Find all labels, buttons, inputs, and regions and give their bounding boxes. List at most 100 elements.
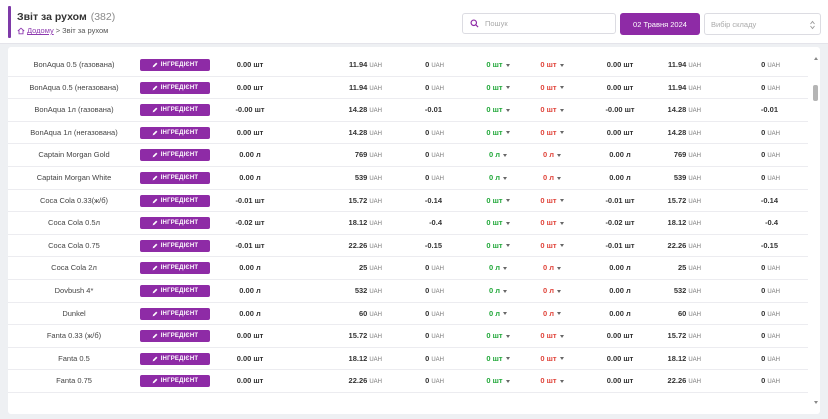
warehouse-select-placeholder: Вибір складу — [711, 19, 757, 29]
ingredient-badge-button[interactable]: ІНГРЕДІЄНТ — [140, 375, 210, 388]
outgoing-dropdown[interactable]: 0 л — [522, 303, 582, 325]
outgoing-dropdown[interactable]: 0 л — [522, 144, 582, 166]
start-price: 60 UAH — [312, 303, 382, 325]
start-quantity: 0.00 л — [239, 173, 261, 182]
incoming-dropdown[interactable]: 0 шт — [468, 348, 528, 370]
ingredient-badge-button[interactable]: ІНГРЕДІЄНТ — [140, 172, 210, 184]
outgoing-dropdown[interactable]: 0 шт — [522, 348, 582, 370]
outgoing-dropdown[interactable]: 0 шт — [522, 122, 582, 144]
product-name: Coca Cola 2л — [51, 263, 97, 273]
incoming-value: 0 шт — [486, 105, 503, 115]
start-sum: 0 UAH — [394, 54, 444, 76]
scroll-up-icon[interactable] — [814, 57, 818, 60]
incoming-dropdown[interactable]: 0 шт — [468, 122, 528, 144]
caret-down-icon — [505, 221, 510, 225]
start-sum-value: 0 — [425, 60, 430, 69]
start-sum: -0.14 — [394, 190, 444, 212]
end-sum-value: 0 — [761, 331, 766, 341]
incoming-dropdown[interactable]: 0 шт — [468, 370, 528, 392]
outgoing-dropdown[interactable]: 0 шт — [522, 77, 582, 99]
end-sum: -0.14 — [730, 190, 780, 212]
vertical-scrollbar[interactable] — [813, 49, 819, 412]
date-picker-button[interactable]: 02 Травня 2024 — [620, 13, 700, 35]
ingredient-badge-button[interactable]: ІНГРЕДІЄНТ — [140, 149, 210, 162]
product-name: BonAqua 0.5 (негазована) — [29, 82, 119, 92]
outgoing-dropdown[interactable]: 0 л — [522, 280, 582, 302]
caret-down-icon — [505, 131, 510, 135]
ingredient-badge-button[interactable]: ІНГРЕДІЄНТ — [140, 239, 210, 252]
incoming-dropdown[interactable]: 0 л — [468, 167, 528, 189]
ingredient-badge-button[interactable]: ІНГРЕДІЄНТ — [140, 104, 210, 117]
incoming-value: 0 шт — [486, 127, 503, 137]
search-box[interactable] — [462, 13, 616, 34]
ingredient-badge-button[interactable]: ІНГРЕДІЄНТ — [140, 352, 210, 365]
ingredient-badge-button[interactable]: ІНГРЕДІЄНТ — [140, 59, 210, 71]
product-name: Fanta 0.5 — [58, 353, 90, 363]
incoming-dropdown[interactable]: 0 л — [468, 303, 528, 325]
page-title-text: Звіт за рухом — [17, 11, 87, 23]
incoming-dropdown[interactable]: 0 шт — [468, 190, 528, 212]
search-input[interactable] — [485, 19, 605, 28]
incoming-dropdown[interactable]: 0 шт — [468, 54, 528, 76]
home-icon — [17, 27, 25, 34]
outgoing-dropdown[interactable]: 0 шт — [522, 99, 582, 121]
incoming-dropdown[interactable]: 0 шт — [468, 212, 528, 234]
product-name: Dunkel — [62, 308, 86, 318]
start-sum: 0 UAH — [394, 325, 444, 347]
end-sum: 0 UAH — [730, 370, 780, 392]
outgoing-dropdown[interactable]: 0 шт — [522, 235, 582, 257]
currency-unit: UAH — [688, 221, 701, 228]
caret-down-icon — [505, 244, 510, 248]
edit-icon — [152, 311, 158, 316]
caret-down-icon — [505, 379, 510, 383]
outgoing-dropdown[interactable]: 0 л — [522, 257, 582, 279]
outgoing-dropdown[interactable]: 0 л — [522, 167, 582, 189]
end-sum-unit: UAH — [767, 63, 780, 69]
outgoing-dropdown[interactable]: 0 шт — [522, 325, 582, 347]
end-price: 18.12 UAH — [628, 212, 701, 234]
currency-unit: UAH — [369, 334, 382, 341]
incoming-value: 0 шт — [486, 331, 503, 341]
ingredient-badge-button[interactable]: ІНГРЕДІЄНТ — [140, 194, 210, 207]
start-sum: 0 UAH — [394, 257, 444, 279]
incoming-dropdown[interactable]: 0 шт — [468, 235, 528, 257]
ingredient-badge-button[interactable]: ІНГРЕДІЄНТ — [140, 307, 210, 320]
incoming-dropdown[interactable]: 0 шт — [468, 77, 528, 99]
ingredient-badge-label: ІНГРЕДІЄНТ — [160, 310, 199, 317]
outgoing-dropdown[interactable]: 0 шт — [522, 54, 582, 76]
start-sum-unit: UAH — [431, 379, 444, 386]
end-quantity: -0.01 шт — [605, 240, 635, 250]
ingredient-badge-button[interactable]: ІНГРЕДІЄНТ — [140, 262, 210, 275]
scroll-down-icon[interactable] — [814, 401, 818, 404]
end-sum-unit: UAH — [767, 176, 780, 182]
start-sum-unit: UAH — [431, 334, 444, 341]
outgoing-dropdown[interactable]: 0 шт — [522, 370, 582, 392]
incoming-dropdown[interactable]: 0 л — [468, 280, 528, 302]
ingredient-badge-button[interactable]: ІНГРЕДІЄНТ — [140, 330, 210, 343]
record-count: (382) — [90, 11, 116, 23]
outgoing-dropdown[interactable]: 0 шт — [522, 212, 582, 234]
ingredient-badge-button[interactable]: ІНГРЕДІЄНТ — [140, 126, 210, 139]
ingredient-badge-button[interactable]: ІНГРЕДІЄНТ — [140, 285, 210, 297]
currency-unit: UAH — [688, 289, 701, 295]
incoming-dropdown[interactable]: 0 шт — [468, 99, 528, 121]
ingredient-badge-button[interactable]: ІНГРЕДІЄНТ — [140, 217, 210, 230]
scroll-thumb[interactable] — [813, 85, 818, 101]
caret-down-icon — [557, 312, 562, 316]
breadcrumb-home-link[interactable]: Додому — [17, 26, 54, 35]
incoming-dropdown[interactable]: 0 шт — [468, 325, 528, 347]
end-sum-value: -0.4 — [765, 218, 778, 228]
start-price-value: 11.94 — [348, 60, 368, 69]
incoming-dropdown[interactable]: 0 л — [468, 144, 528, 166]
ingredient-badge-button[interactable]: ІНГРЕДІЄНТ — [140, 81, 210, 94]
start-sum: -0.4 — [394, 212, 444, 234]
incoming-dropdown[interactable]: 0 л — [468, 257, 528, 279]
currency-unit: UAH — [369, 243, 382, 250]
outgoing-value: 0 шт — [540, 353, 557, 363]
outgoing-dropdown[interactable]: 0 шт — [522, 190, 582, 212]
breadcrumb: Додому > Звіт за рухом — [17, 26, 108, 35]
start-quantity: -0.02 шт — [235, 218, 265, 228]
warehouse-select[interactable]: Вибір складу — [704, 13, 821, 35]
end-quantity: -0.00 шт — [605, 105, 635, 115]
start-sum-value: -0.14 — [424, 195, 442, 205]
